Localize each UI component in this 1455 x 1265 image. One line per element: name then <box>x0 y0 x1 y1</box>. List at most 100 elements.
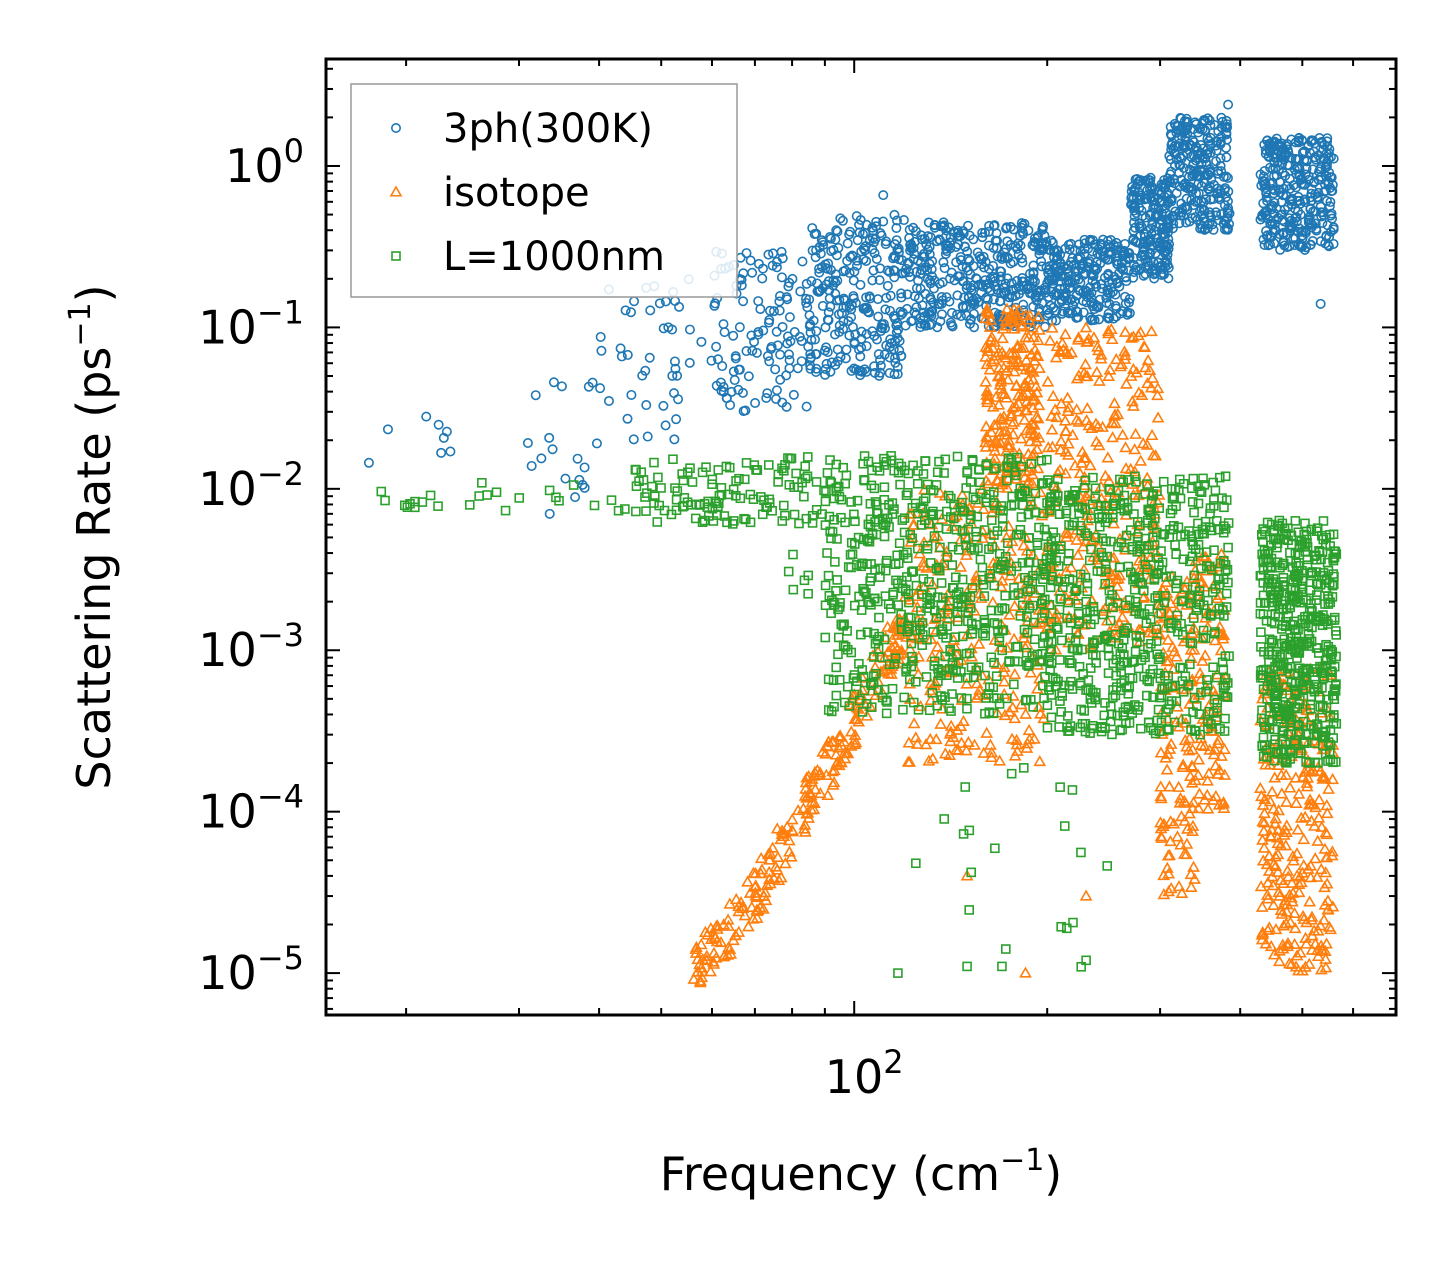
data-point <box>861 292 872 303</box>
data-point <box>880 520 890 530</box>
data-point <box>1113 569 1127 581</box>
data-point <box>996 413 1010 425</box>
data-point <box>1064 283 1075 294</box>
data-point <box>977 227 988 238</box>
data-point <box>1308 177 1319 188</box>
data-point <box>1087 331 1101 343</box>
data-point <box>1046 712 1057 723</box>
data-point <box>1172 780 1186 792</box>
data-point <box>873 349 884 360</box>
data-point <box>826 765 840 777</box>
data-point <box>1200 115 1211 126</box>
data-point <box>806 334 817 345</box>
data-point <box>972 511 983 522</box>
data-point <box>802 471 813 482</box>
data-point <box>968 261 979 272</box>
data-point <box>975 477 985 488</box>
data-point <box>846 647 857 658</box>
data-point <box>1119 441 1132 453</box>
data-point <box>963 292 974 303</box>
data-point <box>792 363 803 374</box>
data-point <box>1171 549 1181 560</box>
data-point <box>1281 870 1295 882</box>
data-point <box>831 662 842 673</box>
data-point <box>1184 867 1198 880</box>
data-point <box>1061 391 1074 403</box>
data-point <box>944 703 954 714</box>
data-point <box>1148 692 1158 702</box>
data-point <box>890 653 901 664</box>
data-point <box>1296 242 1307 253</box>
data-point <box>1218 682 1229 693</box>
data-point <box>1100 501 1111 511</box>
data-point <box>759 495 769 506</box>
data-point <box>1124 475 1134 485</box>
data-point <box>1130 646 1141 657</box>
data-point <box>867 275 878 286</box>
data-point <box>996 266 1007 277</box>
data-point <box>946 493 956 504</box>
data-point <box>772 873 786 886</box>
data-point <box>946 307 957 318</box>
data-point <box>944 273 955 284</box>
data-point <box>1300 225 1311 236</box>
data-point <box>1320 937 1333 949</box>
data-point <box>887 509 898 519</box>
data-point <box>1027 389 1040 401</box>
data-point <box>1302 957 1316 969</box>
data-point <box>862 627 873 638</box>
data-point <box>934 565 945 576</box>
data-point <box>1103 643 1114 654</box>
data-point <box>928 627 938 637</box>
data-point <box>1163 742 1177 754</box>
data-point <box>1043 334 1057 346</box>
data-point <box>1114 267 1125 278</box>
data-point <box>837 215 848 226</box>
data-point <box>1125 331 1138 343</box>
data-point <box>1021 380 1034 392</box>
data-point <box>903 588 914 599</box>
data-point <box>1050 674 1061 684</box>
data-point <box>1092 439 1106 451</box>
data-point <box>1264 939 1278 952</box>
data-point <box>1215 749 1228 761</box>
data-point <box>1050 410 1064 423</box>
data-point <box>988 682 999 693</box>
data-point <box>1019 308 1033 320</box>
data-point <box>1037 297 1048 308</box>
data-point <box>746 330 757 341</box>
data-point <box>1206 724 1220 736</box>
data-point <box>941 292 952 303</box>
data-point <box>1289 164 1300 175</box>
data-point <box>750 911 764 923</box>
data-point <box>1317 138 1328 149</box>
data-point <box>774 305 785 316</box>
data-point <box>722 517 732 528</box>
data-point <box>902 626 913 637</box>
data-point <box>908 697 919 708</box>
data-point <box>845 226 856 237</box>
data-point <box>780 820 794 832</box>
data-point <box>1128 443 1142 455</box>
data-point <box>1270 152 1281 163</box>
data-point <box>1073 598 1084 609</box>
data-point <box>1151 388 1164 401</box>
data-point <box>858 254 869 265</box>
data-point <box>500 505 511 516</box>
data-point <box>1145 614 1156 625</box>
data-point <box>677 469 687 479</box>
data-point <box>1157 683 1167 694</box>
data-point <box>1143 717 1154 728</box>
data-point <box>869 367 880 378</box>
data-point <box>893 458 904 469</box>
data-point <box>682 467 693 478</box>
data-point <box>1218 574 1229 585</box>
data-point <box>823 276 834 287</box>
data-point <box>911 302 922 313</box>
data-point <box>1009 400 1023 412</box>
data-point <box>1274 903 1288 916</box>
data-point <box>1070 372 1084 384</box>
data-point <box>984 738 997 750</box>
data-point <box>1122 502 1133 513</box>
data-point <box>626 389 637 400</box>
